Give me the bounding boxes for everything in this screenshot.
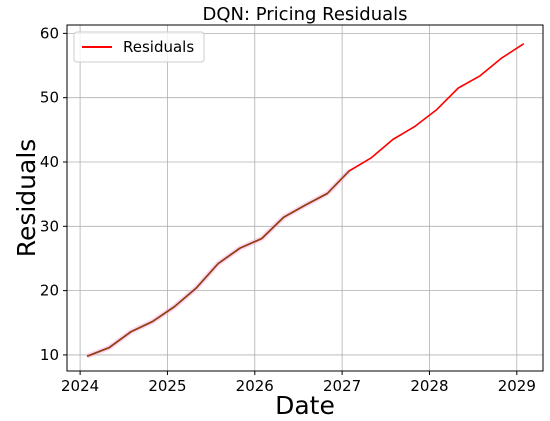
- y-tick-label: 20: [40, 282, 59, 300]
- series-overlay-segment: [86, 170, 350, 357]
- x-tick-label: 2028: [410, 377, 448, 395]
- chart-title: DQN: Pricing Residuals: [202, 4, 407, 25]
- y-axis-label: Residuals: [12, 139, 41, 258]
- x-tick-label: 2027: [323, 377, 361, 395]
- x-axis-label: Date: [275, 391, 335, 420]
- y-tick-label: 40: [40, 153, 59, 171]
- x-tick-label: 2026: [236, 377, 274, 395]
- legend-box: [73, 31, 205, 63]
- y-tick-label: 10: [40, 346, 59, 364]
- y-tick-label: 30: [40, 217, 59, 235]
- legend: Residuals: [73, 31, 205, 63]
- y-tick-label: 60: [40, 24, 59, 42]
- plot-frame: [66, 24, 544, 372]
- legend-label-residuals: Residuals: [123, 38, 194, 56]
- x-tick-label: 2029: [498, 377, 536, 395]
- series-layer: [86, 43, 525, 359]
- axis-ticks: 2024 2025 2026 2027 2028 2029 10 20 30 40 50 60: [40, 24, 536, 395]
- y-tick-label: 50: [40, 89, 59, 107]
- x-tick-label: 2024: [61, 377, 99, 395]
- x-tick-label: 2025: [148, 377, 186, 395]
